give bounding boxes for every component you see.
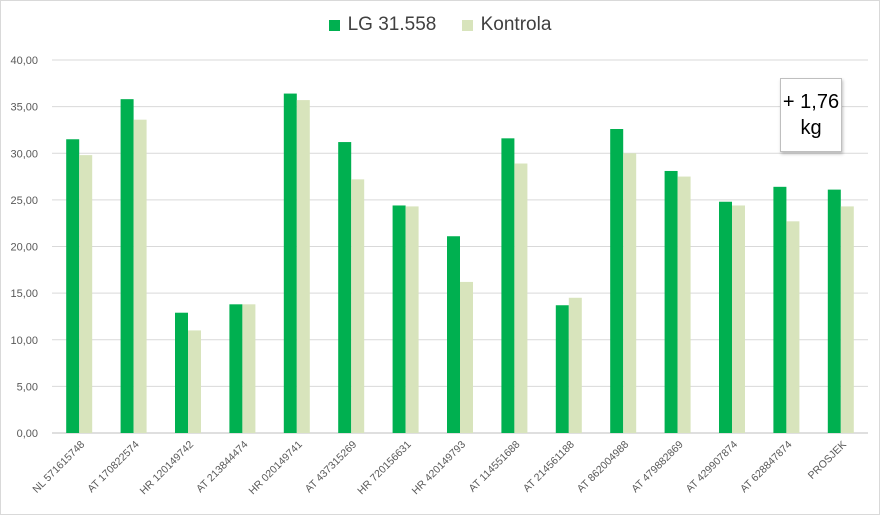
y-tick-label: 10,00 [10,335,38,347]
bar-kontrola [840,206,854,433]
bar-lg [447,236,460,433]
bar-lg [338,142,352,433]
y-tick-label: 40,00 [10,55,38,67]
bar-lg [392,205,406,433]
x-tick-label: HR 720156631 [355,439,414,498]
annotation-value: + 1,76 [782,91,840,113]
y-tick-label: 15,00 [10,288,38,300]
legend-swatch-kontrola [461,19,473,31]
bar-kontrola [351,179,365,433]
bar-lg [501,138,515,433]
x-tick-label: AT 114551688 [467,439,523,495]
bar-kontrola [405,206,419,433]
y-tick-label: 20,00 [10,242,38,254]
legend-swatch-lg [328,19,340,31]
x-tick-label: PROSJEK [806,439,849,482]
legend-label-kontrola: Kontrola [480,14,552,35]
bar-kontrola [786,221,800,433]
bar-kontrola [623,153,637,433]
bar-kontrola [133,119,147,434]
bar-kontrola [460,281,473,433]
bar-kontrola [677,176,691,433]
x-tick-label: AT 170822574 [85,439,142,496]
x-tick-label: AT 628847874 [738,439,795,496]
bar-kontrola [514,163,528,433]
x-tick-label: AT 479882869 [629,439,686,496]
bar-lg [610,129,624,433]
x-tick-label: AT 214561188 [521,439,577,495]
legend-label-lg: LG 31.558 [347,14,437,35]
y-tick-label: 30,00 [10,148,38,160]
x-tick-label: AT 862004988 [575,439,632,496]
x-tick-label: NL 571615748 [30,439,87,496]
bar-lg [555,305,569,433]
y-tick-label: 0,00 [17,428,38,440]
bar-kontrola [732,205,745,433]
annotation-unit: kg [800,117,822,139]
bar-kontrola [188,330,201,433]
chart-legend: LG 31.558 Kontrola [0,14,880,37]
bar-kontrola [296,100,310,433]
bar-lg [120,99,134,433]
difference-annotation: + 1,76 kg [780,78,842,152]
legend-item-kontrola: Kontrola [461,14,552,36]
bar-lg [229,304,243,433]
bar-lg [66,139,80,433]
bar-lg [719,201,732,433]
bar-lg [175,312,188,433]
bar-lg [664,170,678,433]
y-tick-label: 35,00 [10,102,38,114]
x-tick-label: HR 420149793 [410,439,469,498]
y-tick-label: 25,00 [10,195,38,207]
bar-lg [283,93,297,433]
bar-kontrola [242,304,256,433]
legend-item-lg: LG 31.558 [328,14,437,36]
y-tick-label: 5,00 [17,381,38,393]
bar-kontrola [79,155,93,434]
x-tick-label: AT 213844474 [194,439,251,496]
x-tick-label: HR 020149741 [246,439,305,498]
x-tick-label: AT 437315269 [303,439,360,496]
bar-lg [773,186,787,433]
x-tick-label: HR 120149742 [138,439,197,498]
bar-kontrola [568,297,582,433]
x-tick-label: AT 429907874 [684,439,741,496]
bar-lg [827,189,841,433]
